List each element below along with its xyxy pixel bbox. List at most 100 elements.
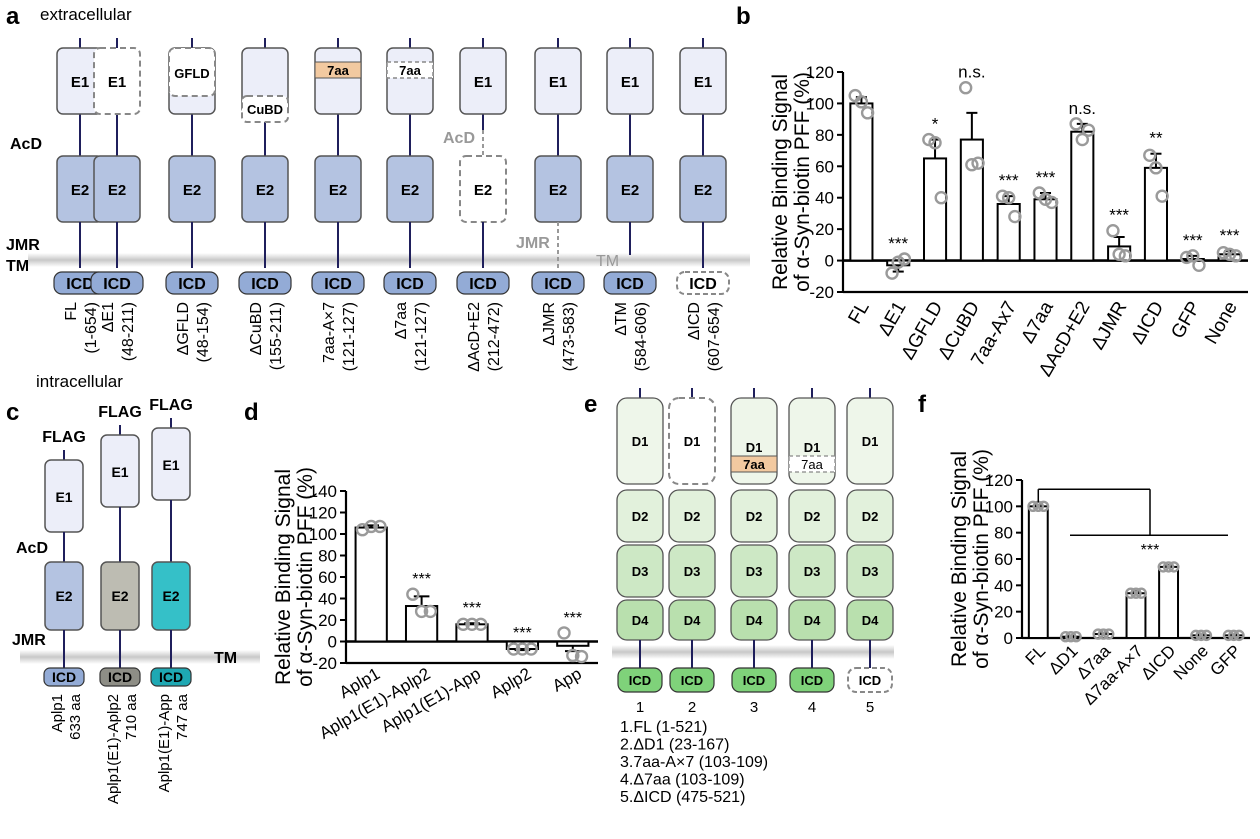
category-label: Aplp2 <box>487 664 534 702</box>
e2-label: E2 <box>329 182 347 199</box>
data-point <box>934 191 948 205</box>
construct-name: ΔICD <box>686 302 703 340</box>
significance-label: n.s. <box>958 63 985 82</box>
icd-box <box>90 271 144 295</box>
data-point <box>1228 629 1240 642</box>
data-point <box>1233 629 1245 642</box>
panel-f-letter: f <box>918 391 927 418</box>
data-point <box>373 519 387 534</box>
icd-box <box>165 271 219 295</box>
data-point <box>423 604 438 619</box>
d3-label: D3 <box>804 564 821 579</box>
data-point <box>1081 123 1096 137</box>
construct-range: (584-606) <box>633 302 650 371</box>
data-point <box>1097 628 1110 640</box>
construct-e-4: D1 D2 D3 D4 ICD 5 <box>846 388 894 716</box>
d2-box <box>730 489 778 543</box>
icd-label: ICD <box>616 276 644 293</box>
e1-box <box>386 47 434 115</box>
y-tick-label: 20 <box>318 611 337 630</box>
y-tick-label: 60 <box>318 568 337 587</box>
c-jmr-label: JMR <box>12 632 46 649</box>
d4-label: D4 <box>746 613 763 628</box>
chart-panel-b: b -20 0 20 40 60 80 100 120 Relative Binding Sig… <box>736 3 1248 380</box>
bar <box>923 157 948 262</box>
significance-label: * <box>932 115 939 134</box>
construct-a-9: E1 E2 ICD ΔICD (607-654) <box>676 38 730 371</box>
e1-label: E1 <box>549 74 567 91</box>
significance-label: *** <box>463 600 482 617</box>
seven-aa-label: 7aa <box>743 457 765 472</box>
data-point <box>1059 630 1072 643</box>
data-point <box>971 156 985 170</box>
construct-a-7: E1 E2 ICD ΔJMR (473-583) <box>531 38 585 371</box>
panel-c-letter: c <box>6 399 19 426</box>
category-label: None <box>1201 298 1242 348</box>
construct-name: ΔGFLD <box>175 302 192 355</box>
d3-box <box>730 544 778 598</box>
icd-label: ICD <box>396 276 424 293</box>
d2-box <box>668 489 716 543</box>
y-tick-label: 40 <box>994 576 1013 595</box>
category-label: GFP <box>1167 298 1205 342</box>
c-acd-label: AcD <box>16 540 48 557</box>
panel-b-letter: b <box>736 3 751 30</box>
construct-e-3: D1 7aa D2 D3 D4 ICD 4 <box>788 388 836 716</box>
icd-box <box>731 667 777 693</box>
data-point <box>1118 249 1133 263</box>
e1-label: E1 <box>474 74 492 91</box>
construct-number: 1 <box>636 699 644 716</box>
d2-box <box>846 489 894 543</box>
data-point <box>566 648 580 663</box>
acd-missing-label: AcD <box>443 130 475 147</box>
construct-name: 7aa-A×7 <box>321 302 338 363</box>
construct-size: 633 aa <box>67 693 84 740</box>
d2-box <box>788 489 836 543</box>
y-axis-label: Relative Binding Signal <box>948 451 971 667</box>
data-point <box>854 95 869 109</box>
category-label: ΔICD <box>1127 298 1168 348</box>
d1-label: D1 <box>746 440 763 455</box>
construct-number: 5 <box>866 699 874 716</box>
legend-line: 3.7aa-A×7 (103-109) <box>620 754 768 771</box>
construct-range: (121-127) <box>341 302 358 371</box>
y-tick-label: 80 <box>815 126 834 145</box>
e1-label: E1 <box>55 489 72 505</box>
icd-box <box>617 667 663 693</box>
data-point <box>1162 561 1175 573</box>
icd-deleted-box <box>676 271 730 295</box>
construct-name: Δ7aa <box>393 302 410 339</box>
bar <box>1027 505 1049 640</box>
d1-label: D1 <box>684 434 701 449</box>
category-label: App <box>549 664 585 696</box>
y-tick-label: 40 <box>815 189 834 208</box>
e2-label: E2 <box>256 182 274 199</box>
data-point <box>1130 587 1142 599</box>
construct-number: 4 <box>808 699 816 716</box>
d2-label: D2 <box>862 509 879 524</box>
icd-label: ICD <box>544 276 572 293</box>
data-point <box>1222 629 1235 642</box>
flag-label: FLAG <box>98 404 142 421</box>
significance-label: *** <box>412 571 431 588</box>
d3-box <box>846 544 894 598</box>
data-point <box>1103 628 1115 640</box>
seven-aa-label: 7aa <box>801 457 823 472</box>
d2-label: D2 <box>632 509 649 524</box>
y-tick-label: 0 <box>825 252 834 271</box>
d3-box <box>788 544 836 598</box>
c-tm-label: TM <box>214 650 237 667</box>
e1-label: E1 <box>621 74 639 91</box>
construct-a-6: E1 E2 ICD ΔAcD+E2 (212-472) <box>456 38 510 372</box>
data-point <box>928 136 942 150</box>
icd-box <box>789 667 835 693</box>
construct-size: 710 aa <box>123 693 140 740</box>
icd-box <box>43 667 85 687</box>
d4-label: D4 <box>804 613 821 628</box>
data-point <box>1222 247 1237 261</box>
significance-label: *** <box>1109 206 1129 225</box>
panel-a-diagram: a extracellular intracellular AcD JMR TM… <box>6 3 750 391</box>
y-tick-label: 140 <box>309 482 337 501</box>
significance-label: *** <box>999 171 1019 190</box>
e2-label: E2 <box>111 588 128 604</box>
